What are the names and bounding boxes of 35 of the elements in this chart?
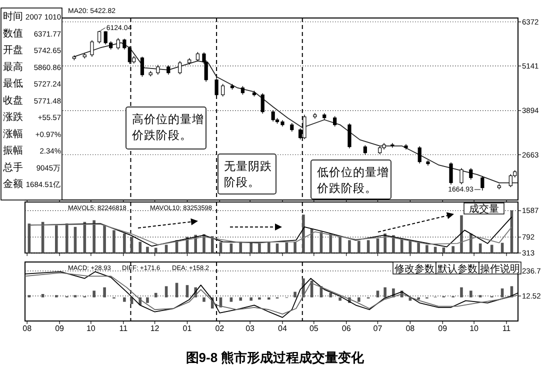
text: 振幅 (3, 144, 23, 157)
text: 图9-8 熊市形成过程成交量变化 (186, 350, 366, 365)
x-tick-label: 01 (182, 324, 192, 333)
x-tick-label: 09 (438, 324, 448, 333)
text: 涨幅 (3, 128, 23, 140)
text: 开盘 (3, 44, 23, 56)
x-tick-label: 12 (150, 324, 160, 333)
x-tick-label: 08 (22, 324, 32, 333)
x-tick-label: 08 (406, 324, 416, 333)
annotation: 低价位的量增价跌阶段。 (316, 166, 389, 195)
x-tick-label: 02 (215, 324, 225, 333)
x-tick-label: 03 (246, 324, 256, 333)
annotation: 修改参数 (394, 263, 434, 275)
text: 最低 (3, 78, 23, 90)
annotation: 成交量 (469, 203, 499, 215)
text: 最高 (3, 60, 23, 73)
x-tick-label: 04 (278, 324, 288, 333)
text: 金额 (3, 178, 23, 190)
x-tick-label: 05 (309, 324, 319, 333)
text: 总手 (2, 161, 23, 174)
text: 收盘 (3, 94, 23, 106)
x-tick-label: 10 (470, 324, 480, 333)
x-tick-label: 11 (502, 324, 512, 333)
x-tick-label: 09 (55, 324, 65, 333)
x-tick-label: 11 (119, 324, 128, 333)
annotation: 操作说明 (480, 263, 520, 275)
x-tick-label: 07 (373, 324, 383, 333)
annotation: 无量阴跌阶段。 (224, 160, 272, 189)
text: 数值 (3, 28, 23, 40)
text: 时间 (3, 10, 23, 23)
x-tick-label: 06 (342, 324, 352, 333)
x-tick-label: 10 (86, 324, 96, 333)
text: 涨跌 (3, 111, 23, 124)
annotation: 高价位的量增价跌阶段。 (131, 112, 204, 142)
annotation: 默认参数 (436, 263, 478, 275)
